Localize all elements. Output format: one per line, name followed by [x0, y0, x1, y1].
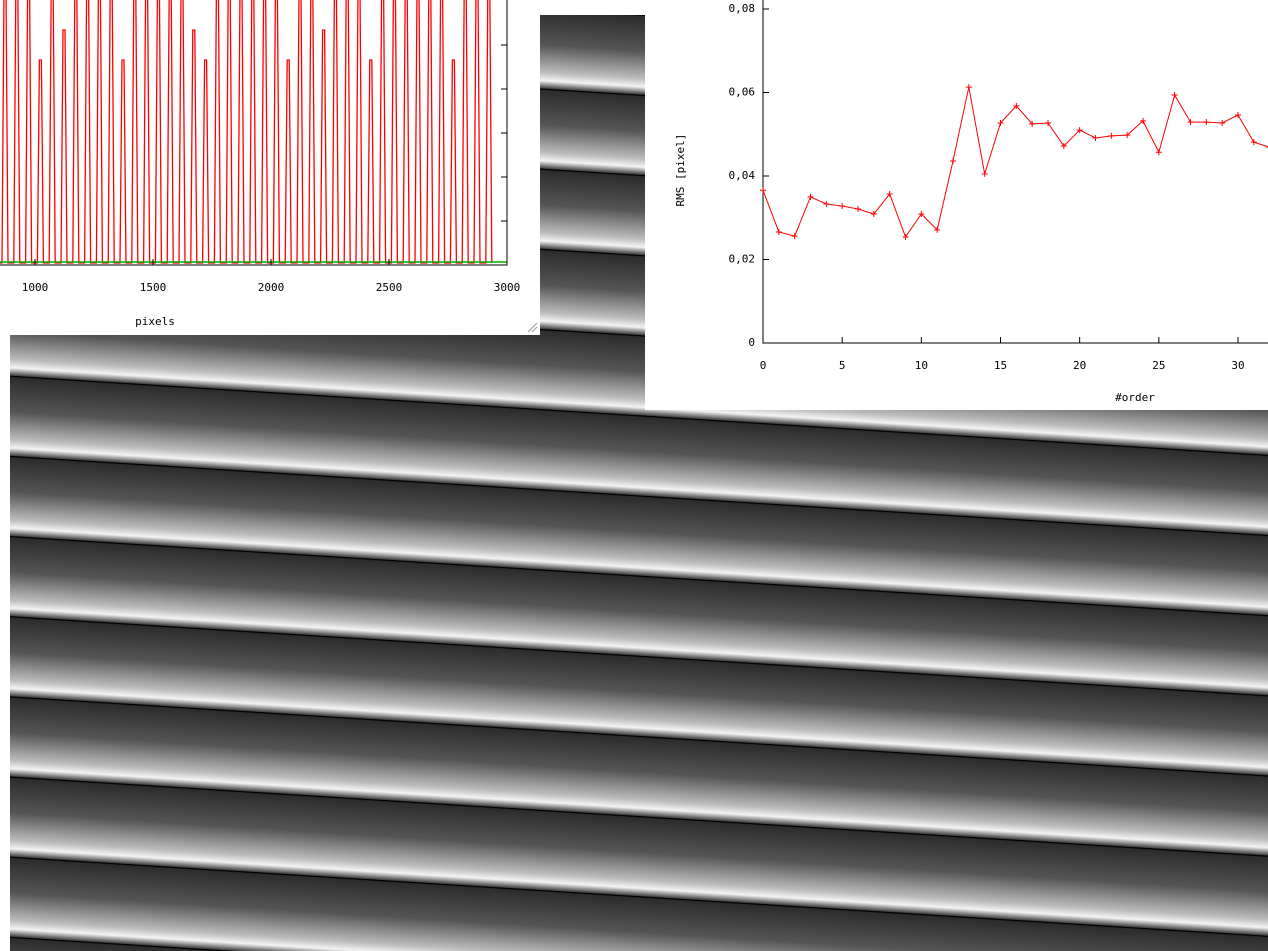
- x-tick-label: 2000: [258, 281, 285, 294]
- x-tick-label: 10: [915, 359, 928, 372]
- desktop: 1000 1500 2000 2500 3000 pixels 0 0,02 0,04 0,06…: [0, 0, 1268, 951]
- y-tick-label: 0,02: [729, 253, 756, 266]
- x-tick-label: 20: [1073, 359, 1086, 372]
- x-tick-label: 1500: [140, 281, 167, 294]
- y-axis-label: RMS [pixel]: [674, 134, 687, 207]
- x-tick-label: 30: [1231, 359, 1244, 372]
- x-tick-label: 1000: [22, 281, 49, 294]
- x-tick-label: 3000: [494, 281, 521, 294]
- x-axis-label: pixels: [135, 315, 175, 328]
- spectrum-window: 1000 1500 2000 2500 3000 pixels: [0, 0, 540, 335]
- x-tick-label: 5: [839, 359, 846, 372]
- window-bg: [645, 0, 1268, 410]
- x-tick-label: 2500: [376, 281, 403, 294]
- y-tick-label: 0,06: [729, 86, 756, 99]
- x-tick-label: 15: [994, 359, 1007, 372]
- page: 1000 1500 2000 2500 3000 pixels 0 0,02 0,04 0,06…: [0, 0, 1268, 951]
- y-tick-label: 0,04: [729, 169, 756, 182]
- x-axis-label: #order: [1115, 391, 1155, 404]
- x-tick-label: 25: [1152, 359, 1165, 372]
- rms-window: 0 0,02 0,04 0,06 0,08 0 5 10 15 20 25 30 #order RMS […: [645, 0, 1268, 410]
- y-tick-label: 0,08: [729, 2, 756, 15]
- y-tick-label: 0: [748, 336, 755, 349]
- x-tick-label: 0: [760, 359, 767, 372]
